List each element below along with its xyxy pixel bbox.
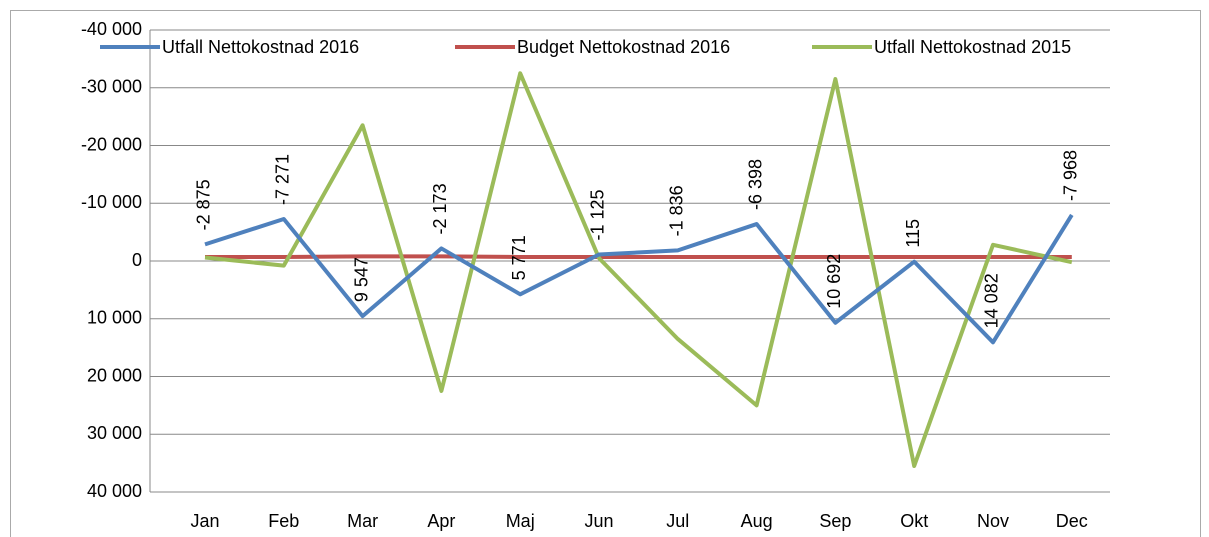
x-tick-label: Dec <box>1056 511 1088 531</box>
x-tick-label: Okt <box>900 511 928 531</box>
series-line <box>205 254 1072 259</box>
data-label: -7 968 <box>1061 150 1081 201</box>
data-label: 9 547 <box>351 257 371 302</box>
data-label: 115 <box>903 219 923 248</box>
legend-label: Utfall Nettokostnad 2016 <box>162 37 359 57</box>
x-tick-label: Jun <box>584 511 613 531</box>
data-label: -7 271 <box>273 154 293 205</box>
y-tick-label: -20 000 <box>81 134 142 154</box>
x-tick-label: Nov <box>977 511 1009 531</box>
y-tick-label: 10 000 <box>87 308 142 328</box>
data-label: -1 125 <box>588 189 608 240</box>
series-line <box>204 213 1074 345</box>
y-tick-label: -40 000 <box>81 19 142 39</box>
data-label: -2 173 <box>430 183 450 234</box>
y-tick-label: -10 000 <box>81 192 142 212</box>
data-label: -2 875 <box>194 179 214 230</box>
legend-label: Budget Nettokostnad 2016 <box>517 37 730 57</box>
x-tick-label: Maj <box>506 511 535 531</box>
x-tick-label: Aug <box>741 511 773 531</box>
x-tick-label: Jan <box>190 511 219 531</box>
y-tick-label: 0 <box>132 250 142 270</box>
x-tick-label: Jul <box>666 511 689 531</box>
series-line <box>204 71 1073 469</box>
y-tick-label: 30 000 <box>87 423 142 443</box>
data-label: 10 692 <box>824 254 844 309</box>
x-tick-label: Feb <box>268 511 299 531</box>
x-tick-label: Mar <box>347 511 378 531</box>
y-tick-label: 20 000 <box>87 365 142 385</box>
legend-label: Utfall Nettokostnad 2015 <box>874 37 1071 57</box>
x-tick-label: Sep <box>819 511 851 531</box>
data-label: 14 082 <box>982 273 1002 328</box>
frame <box>10 10 1201 537</box>
y-tick-label: -30 000 <box>81 77 142 97</box>
data-label: -1 836 <box>667 185 687 236</box>
x-tick-label: Apr <box>427 511 455 531</box>
y-tick-label: 40 000 <box>87 481 142 501</box>
data-label: -6 398 <box>745 159 765 210</box>
data-label: 5 771 <box>509 235 529 280</box>
